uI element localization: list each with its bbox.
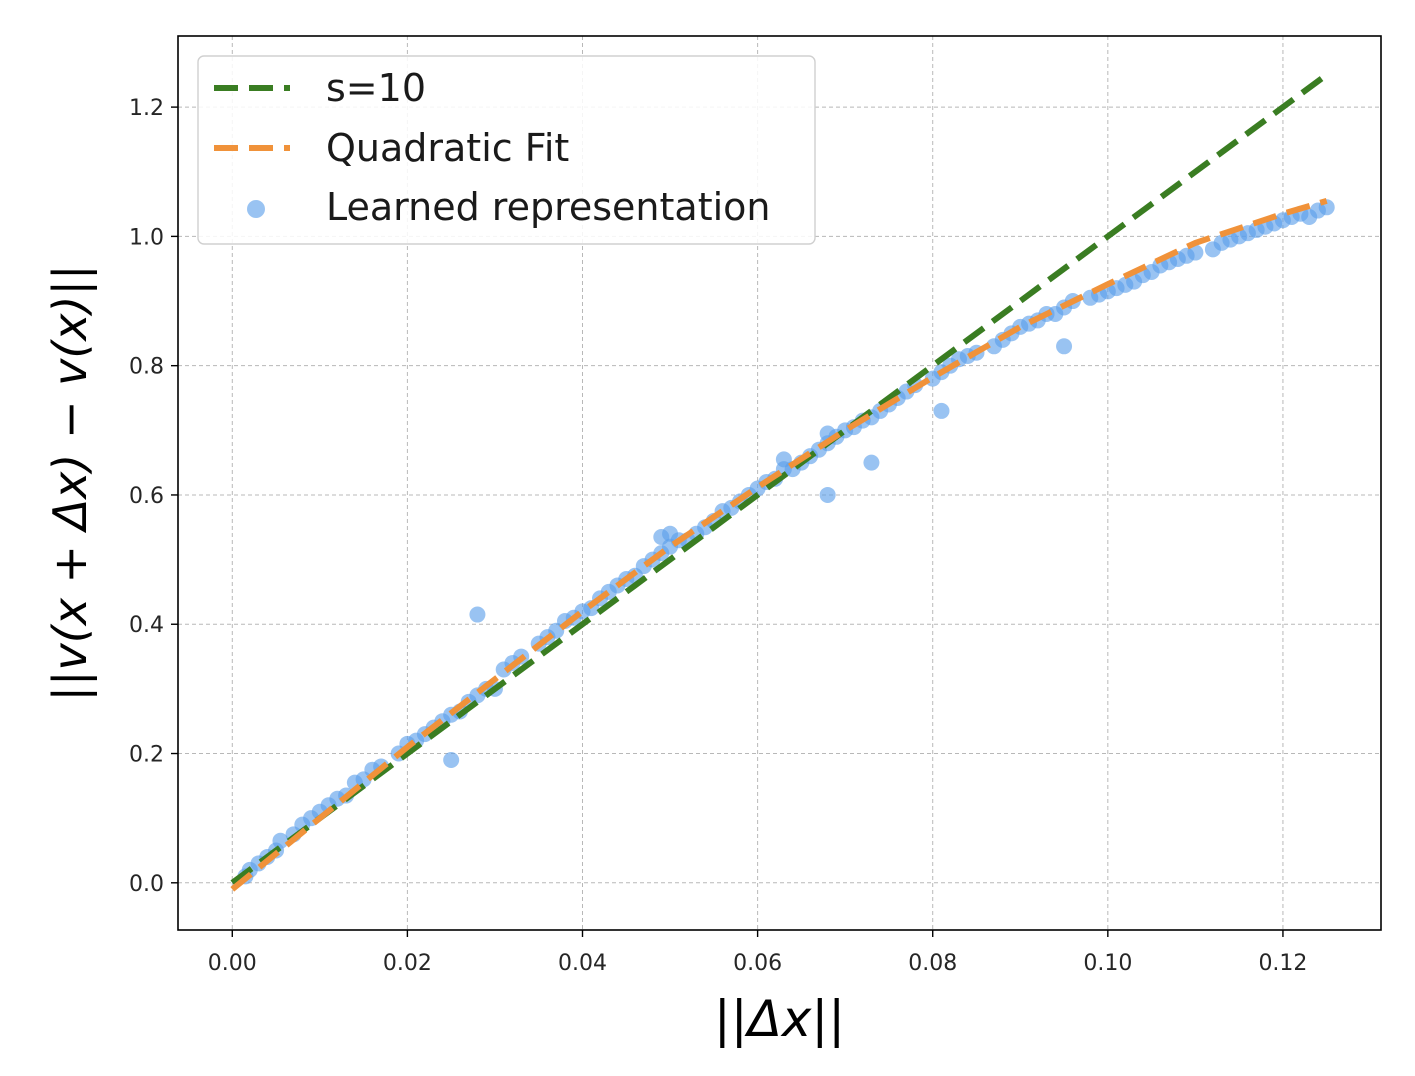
scatter-point [443, 751, 460, 768]
legend-label: s=10 [326, 66, 426, 110]
y-tick-label: 1.0 [129, 225, 164, 250]
legend: s=10 Quadratic Fit Learned representation [197, 55, 816, 245]
scatter-point [1187, 244, 1204, 261]
y-tick-label: 0.8 [129, 355, 164, 380]
legend-label: Quadratic Fit [326, 126, 569, 170]
y-tick-label: 0.2 [129, 743, 164, 768]
legend-box [197, 55, 816, 245]
y-axis-title: ||v(x + Δx) − v(x)|| [43, 265, 98, 702]
scatter-point [863, 454, 880, 471]
series-line-quadratic-fit [230, 197, 1328, 892]
x-tick-label: 0.12 [1258, 951, 1307, 976]
plot-series [230, 72, 1335, 892]
x-tick-label: 0.00 [208, 951, 257, 976]
scatter-point [272, 832, 289, 849]
y-tick-label: 0.6 [129, 484, 164, 509]
scatter-point [933, 402, 950, 419]
x-tick-label: 0.02 [383, 951, 432, 976]
plot-area [230, 72, 1335, 892]
x-axis-title: ||Δx|| [714, 990, 845, 1048]
x-tick-label: 0.06 [733, 951, 782, 976]
legend-swatch-marker [247, 200, 265, 218]
plot-frame [177, 35, 1382, 931]
series-line-s10 [230, 72, 1329, 886]
y-tick-label: 1.2 [129, 96, 164, 121]
scatter-point [1056, 338, 1073, 355]
y-tick-label: 0.4 [129, 613, 164, 638]
scatter-point [469, 606, 486, 623]
y-tick-label: 0.0 [129, 872, 164, 897]
axis-ticks: 0.00 0.02 0.04 0.06 0.08 0.10 0.12 0.0 0.2 0.4 0.6… [129, 96, 1307, 976]
x-tick-label: 0.04 [558, 951, 607, 976]
scatter-point [819, 486, 836, 503]
legend-label: Learned representation [326, 185, 770, 229]
x-tick-label: 0.08 [908, 951, 957, 976]
x-tick-label: 0.10 [1083, 951, 1132, 976]
